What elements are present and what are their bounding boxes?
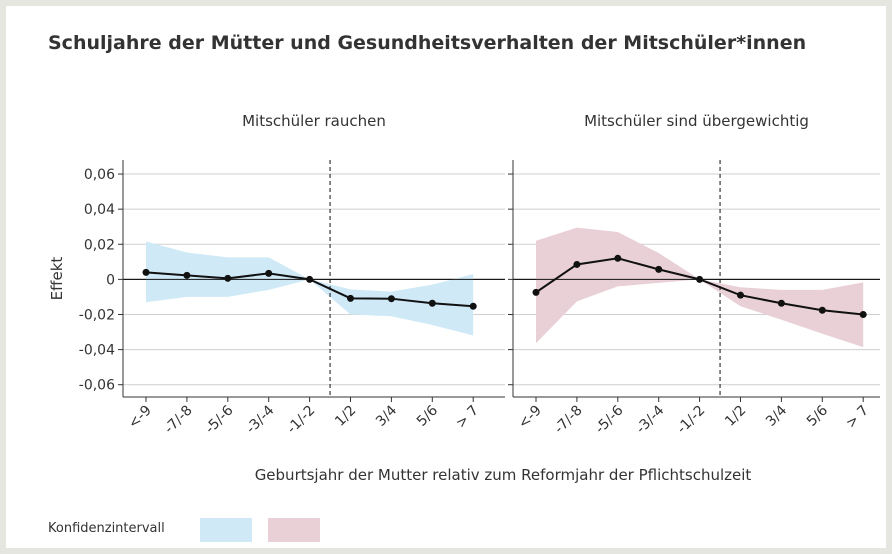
estimate-point (183, 271, 191, 279)
estimate-point (428, 299, 436, 307)
legend-swatch (268, 518, 320, 542)
x-tick-label: -1/-2 (674, 403, 708, 437)
estimate-point (777, 299, 785, 307)
x-tick-label: -5/-6 (592, 402, 626, 436)
legend-swatch (200, 518, 252, 542)
estimate-point (859, 310, 867, 318)
y-tick-label: -0,02 (79, 307, 115, 323)
x-tick-label: 5/6 (804, 402, 831, 429)
estimate-point (532, 288, 540, 296)
x-tick-label: -3/-4 (633, 402, 667, 436)
y-tick-label: 0,06 (84, 167, 115, 183)
estimate-point (142, 268, 150, 276)
y-axis-label: Effekt (48, 257, 66, 301)
x-tick-label: 3/4 (373, 402, 400, 429)
x-tick-label: 3/4 (763, 402, 790, 429)
x-tick-label: > 7 (843, 403, 872, 432)
estimate-point (306, 275, 314, 283)
estimate-point (614, 254, 622, 262)
x-tick-label: -1/-2 (284, 403, 318, 437)
y-tick-label: 0 (106, 272, 115, 288)
estimate-point (573, 260, 581, 268)
x-tick-label: <-9 (125, 403, 154, 432)
x-tick-label: -3/-4 (243, 402, 277, 436)
x-tick-label: <-9 (515, 403, 544, 432)
estimate-point (655, 265, 663, 273)
confidence-band (146, 241, 474, 336)
estimate-point (224, 274, 232, 282)
chart: Schuljahre der Mütter und Gesundheitsver… (48, 32, 880, 542)
estimate-point (387, 295, 395, 303)
x-tick-label: 1/2 (722, 403, 749, 430)
x-tick-label: 1/2 (332, 403, 359, 430)
y-tick-label: -0,06 (79, 378, 115, 394)
y-tick-label: 0,02 (84, 237, 115, 253)
x-tick-label: 5/6 (414, 402, 441, 429)
confidence-band (536, 227, 864, 348)
panel-subtitle: Mitschüler rauchen (242, 112, 386, 130)
x-tick-label: -7/-8 (161, 403, 195, 437)
x-tick-label: -5/-6 (202, 402, 236, 436)
x-tick-label: > 7 (453, 403, 482, 432)
root: Schuljahre der Mütter und Gesundheitsver… (48, 32, 880, 542)
x-tick-label: -7/-8 (551, 403, 585, 437)
estimate-point (347, 294, 354, 302)
panel-subtitle: Mitschüler sind übergewichtig (584, 112, 809, 130)
chart-title: Schuljahre der Mütter und Gesundheitsver… (48, 32, 806, 54)
estimate-point (696, 275, 704, 283)
legend-label: Konfidenzintervall (48, 521, 165, 536)
estimate-point (818, 306, 826, 314)
x-axis-label: Geburtsjahr der Mutter relativ zum Refor… (255, 466, 752, 484)
estimate-point (265, 269, 273, 277)
y-tick-label: -0,04 (79, 343, 115, 359)
estimate-point (737, 291, 744, 299)
y-tick-label: 0,04 (84, 202, 115, 218)
estimate-point (469, 302, 477, 310)
